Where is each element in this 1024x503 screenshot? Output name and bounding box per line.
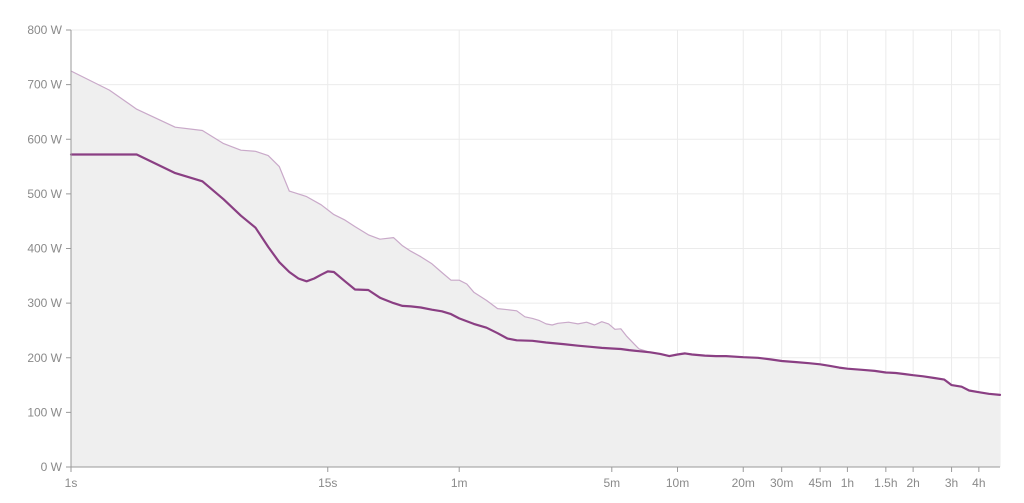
axes bbox=[66, 29, 1000, 472]
y-tick-label: 800 W bbox=[27, 23, 62, 37]
x-tick-label: 2h bbox=[906, 476, 919, 490]
x-tick-label: 3h bbox=[945, 476, 958, 490]
y-tick-label: 700 W bbox=[27, 78, 62, 92]
y-tick-label: 100 W bbox=[27, 405, 62, 419]
x-tick-label: 10m bbox=[666, 476, 689, 490]
series-area-best bbox=[71, 71, 1000, 467]
tick-labels: 0 W 100 W 200 W 300 W 400 W 500 W 600 W 700 W 80… bbox=[27, 23, 985, 490]
x-tick-label: 1m bbox=[451, 476, 468, 490]
y-tick-label: 500 W bbox=[27, 187, 62, 201]
x-tick-label: 30m bbox=[770, 476, 793, 490]
y-tick-label: 400 W bbox=[27, 242, 62, 256]
y-tick-label: 300 W bbox=[27, 296, 62, 310]
x-tick-label: 15s bbox=[318, 476, 337, 490]
y-tick-label: 0 W bbox=[41, 460, 63, 474]
x-tick-label: 45m bbox=[808, 476, 831, 490]
x-tick-label: 4h bbox=[972, 476, 985, 490]
series-line-current bbox=[69, 153, 1002, 396]
y-tick-label: 200 W bbox=[27, 351, 62, 365]
area-fill bbox=[71, 71, 1000, 467]
x-tick-label: 1s bbox=[65, 476, 78, 490]
x-tick-label: 20m bbox=[732, 476, 755, 490]
x-tick-label: 5m bbox=[603, 476, 620, 490]
y-tick-label: 600 W bbox=[27, 132, 62, 146]
series-lines bbox=[69, 70, 1002, 396]
x-tick-label: 1h bbox=[841, 476, 854, 490]
x-tick-label: 1.5h bbox=[874, 476, 897, 490]
